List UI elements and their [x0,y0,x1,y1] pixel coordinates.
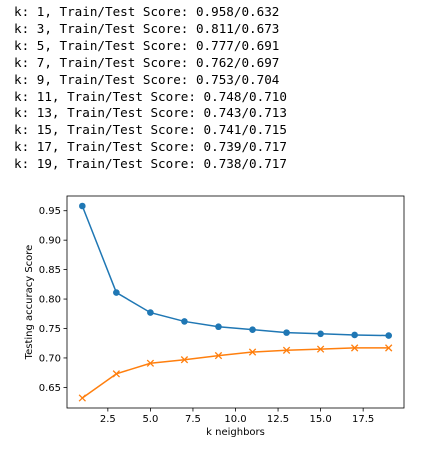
series-2-point [350,344,359,352]
console-line: k: 17, Train/Test Score: 0.739/0.717 [14,139,287,155]
x-tick-label: 15.0 [309,414,331,425]
x-tick-label: 12.5 [267,414,289,425]
y-tick-label: 0.75 [39,324,61,335]
y-tick-label: 0.90 [39,236,61,247]
series-1-point [249,326,256,333]
y-axis: 0.65 0.70 0.75 0.80 0.85 0.90 0.95 [39,206,67,394]
series-2-point [78,394,86,402]
series-1-point [147,309,154,316]
series-1-point [385,332,392,339]
y-axis-label: Testing accuracy Score [24,245,35,361]
series-line-2 [81,347,389,399]
series-2-point [282,346,291,354]
series-1-point [113,289,120,296]
series-layer [78,202,393,402]
series-2-point [316,345,325,353]
x-tick-label: 10.0 [224,414,246,425]
console-line: k: 1, Train/Test Score: 0.958/0.632 [14,4,280,19]
x-tick-label: 17.5 [352,414,374,425]
series-2-point [112,370,121,378]
series-1-point [283,329,290,336]
k-neighbors-chart: 2.5 5.0 7.5 10.0 12.5 15.0 17.5 0.650.700.750.… [24,195,405,438]
console-line: k: 9, Train/Test Score: 0.753/0.704 [14,71,280,87]
series-1-point [79,202,86,210]
console-line: k: 5, Train/Test Score: 0.777/0.691 [14,37,280,53]
console-line: k: 19, Train/Test Score: 0.738/0.717 [14,156,287,172]
x-tick-label: 2.5 [100,414,116,425]
x-axis: 2.5 5.0 7.5 10.0 12.5 15.0 17.5 [100,408,374,425]
console-line: k: 13, Train/Test Score: 0.743/0.713 [14,105,287,121]
series-2-point [146,359,155,367]
console-line: k: 11, Train/Test Score: 0.748/0.710 [14,88,287,104]
series-1-point [351,331,358,339]
series-2-point [385,344,393,352]
y-tick-label: 0.85 [39,265,61,276]
series-1-point [181,318,188,325]
x-tick-label: 7.5 [185,414,201,425]
y-tick-label: 0.80 [39,295,61,306]
y-tick-label: 0.70 [39,353,61,364]
x-tick-label: 5.0 [142,414,158,425]
console-line: k: 15, Train/Test Score: 0.741/0.715 [14,122,287,138]
console-line: k: 3, Train/Test Score: 0.811/0.673 [14,20,280,36]
console-line: k: 7, Train/Test Score: 0.762/0.697 [14,54,280,70]
series-2-point [180,356,189,364]
x-axis-label: k neighbors [206,427,265,438]
series-2-point [248,348,257,356]
y-tick-label: 0.95 [39,206,61,217]
y-tick-label: 0.65 [39,383,61,394]
series-1-point [215,323,222,331]
console-output: k: 1, Train/Test Score: 0.958/0.632 k: 3,… [14,4,287,173]
series-2-point [214,351,223,360]
series-line-1 [81,205,389,337]
series-1-point [317,330,324,338]
plot-frame [66,195,405,409]
